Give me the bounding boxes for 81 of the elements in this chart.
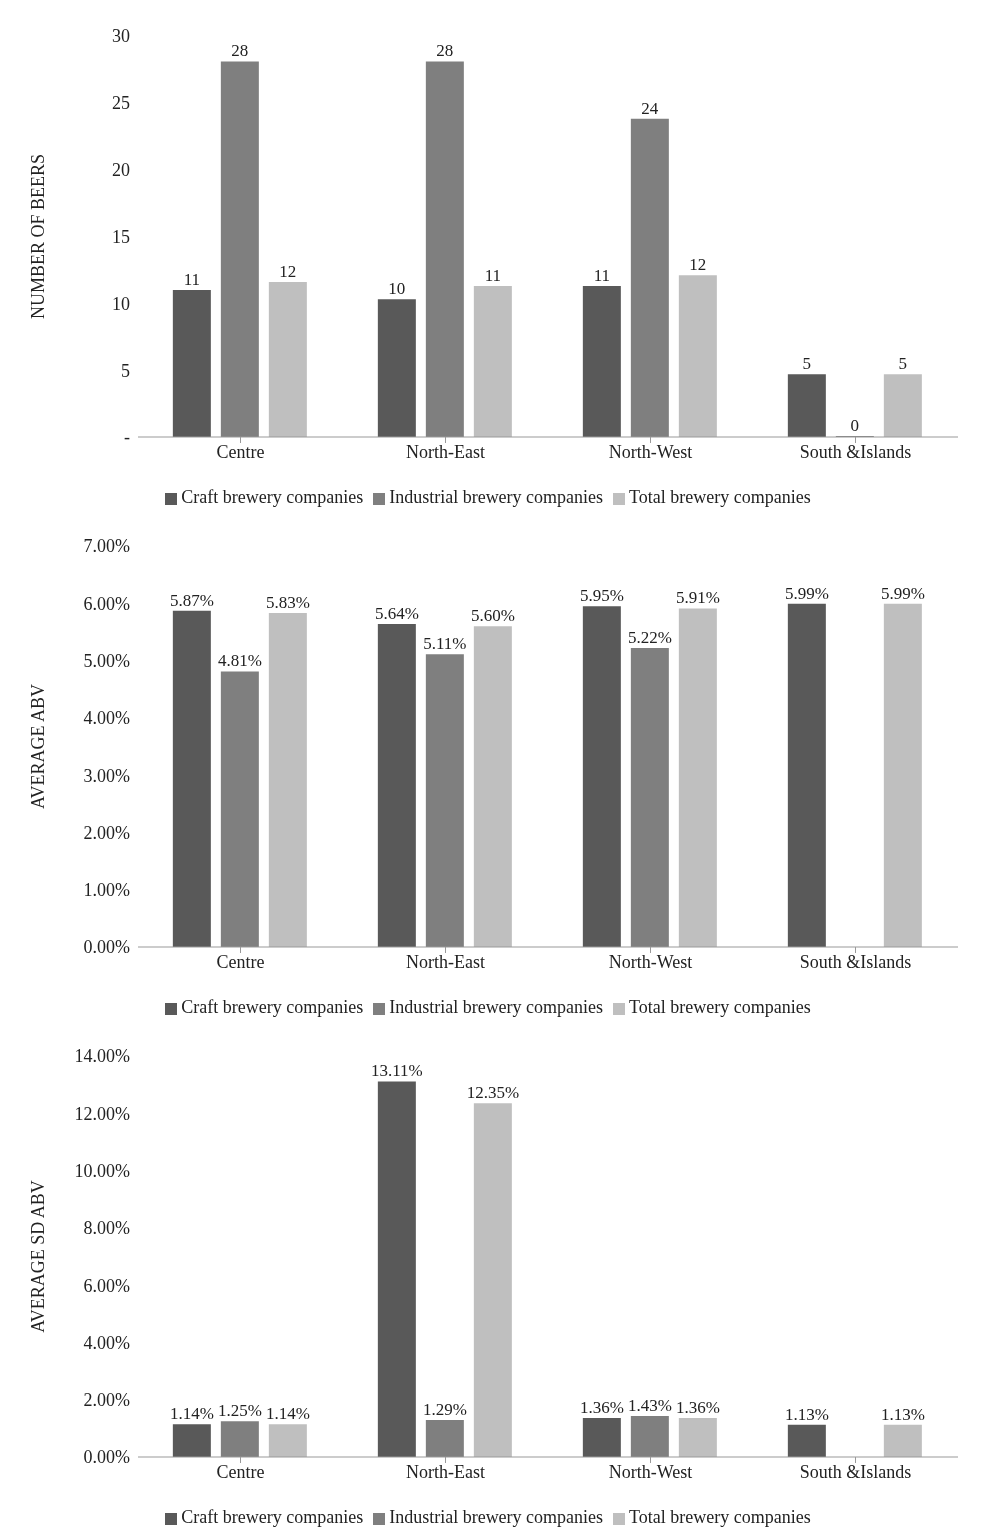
data-label: 5.99% <box>880 583 925 603</box>
x-tick-label: North-West <box>608 441 693 462</box>
data-label: 5.95% <box>579 586 624 606</box>
x-tick-label: Centre <box>216 441 265 462</box>
x-tick-label: North-West <box>608 951 693 972</box>
x-tick-label: Centre <box>216 1461 265 1482</box>
x-tick-label: North-East <box>406 951 485 972</box>
data-label: 5.87% <box>169 590 214 610</box>
data-label: 1.13% <box>880 1404 925 1424</box>
y-tick-label: 14.00% <box>74 1046 130 1067</box>
data-label: 5 <box>802 354 812 374</box>
data-label: 1.36% <box>675 1398 720 1418</box>
data-label: 0 <box>850 416 860 435</box>
x-tick-label: Centre <box>216 951 265 972</box>
data-label: 12 <box>279 261 297 281</box>
y-axis-title: NUMBER OF BEERS <box>28 153 49 320</box>
legend-label: Total brewery companies <box>629 997 811 1017</box>
data-label: 1.13% <box>784 1404 829 1424</box>
y-tick-label: 8.00% <box>83 1218 130 1239</box>
x-tick-label: South &Islands <box>799 1461 912 1482</box>
y-tick-label: 7.00% <box>83 536 130 557</box>
legend-label: Craft brewery companies <box>181 1507 364 1527</box>
y-tick-label: 20 <box>112 160 130 181</box>
y-tick-label: 3.00% <box>83 765 130 786</box>
data-label: 1.29% <box>422 1400 467 1420</box>
data-label: 5.64% <box>374 603 419 623</box>
y-tick-label: 6.00% <box>83 1275 130 1296</box>
data-label: 1.14% <box>265 1404 310 1424</box>
data-label: 12 <box>689 255 707 275</box>
y-tick-label: 6.00% <box>83 593 130 614</box>
y-axis-title: AVERAGE ABV <box>28 683 49 810</box>
data-label: 1.36% <box>579 1398 624 1418</box>
y-tick-label: - <box>124 427 130 448</box>
y-tick-label: 4.00% <box>83 708 130 729</box>
data-label: 1.14% <box>169 1404 214 1424</box>
y-tick-label: 30 <box>112 26 130 47</box>
data-label: 11 <box>183 269 201 289</box>
data-label: 11 <box>593 265 611 285</box>
legend-label: Total brewery companies <box>629 1507 811 1527</box>
y-tick-label: 10.00% <box>74 1160 130 1181</box>
y-tick-label: 2.00% <box>83 822 130 843</box>
legend-label: Industrial brewery companies <box>389 997 604 1017</box>
y-tick-label: 5 <box>121 360 130 381</box>
y-tick-label: 15 <box>112 226 130 247</box>
y-tick-label: 0.00% <box>83 937 130 958</box>
data-label: 5.60% <box>470 606 515 626</box>
legend-label: Industrial brewery companies <box>389 1507 604 1527</box>
x-tick-label: North-West <box>608 1461 693 1482</box>
y-tick-label: 25 <box>112 93 130 114</box>
data-label: 13.11% <box>370 1061 423 1081</box>
y-tick-label: 10 <box>112 293 130 314</box>
y-axis-title: AVERAGE SD ABV <box>28 1180 49 1333</box>
data-label: 5.11% <box>423 634 467 654</box>
legend-label: Industrial brewery companies <box>389 487 604 507</box>
x-tick-label: North-East <box>406 1461 485 1482</box>
legend-label: Craft brewery companies <box>181 487 364 507</box>
data-label: 5.22% <box>627 627 672 647</box>
legend-label: Total brewery companies <box>629 487 811 507</box>
data-label: 28 <box>436 41 454 61</box>
data-label: 5.91% <box>675 588 720 608</box>
data-label: 4.81% <box>217 651 262 671</box>
data-label: 1.25% <box>217 1401 262 1421</box>
data-label: 12.35% <box>466 1083 520 1103</box>
data-label: 5.83% <box>265 593 310 613</box>
data-label: 28 <box>231 41 249 61</box>
data-label: 11 <box>484 265 502 285</box>
x-tick-label: South &Islands <box>799 951 912 972</box>
x-tick-label: South &Islands <box>799 441 912 462</box>
x-tick-label: North-East <box>406 441 485 462</box>
y-tick-label: 4.00% <box>83 1332 130 1353</box>
y-tick-label: 5.00% <box>83 650 130 671</box>
data-label: 5 <box>898 354 908 374</box>
legend-label: Craft brewery companies <box>181 997 364 1017</box>
data-label: 5.99% <box>784 583 829 603</box>
data-label: 1.43% <box>627 1396 672 1416</box>
y-tick-label: 2.00% <box>83 1390 130 1411</box>
data-label: 10 <box>388 279 406 299</box>
data-label: 24 <box>641 98 659 118</box>
y-tick-label: 1.00% <box>83 880 130 901</box>
y-tick-label: 0.00% <box>83 1447 130 1468</box>
y-tick-label: 12.00% <box>74 1103 130 1124</box>
